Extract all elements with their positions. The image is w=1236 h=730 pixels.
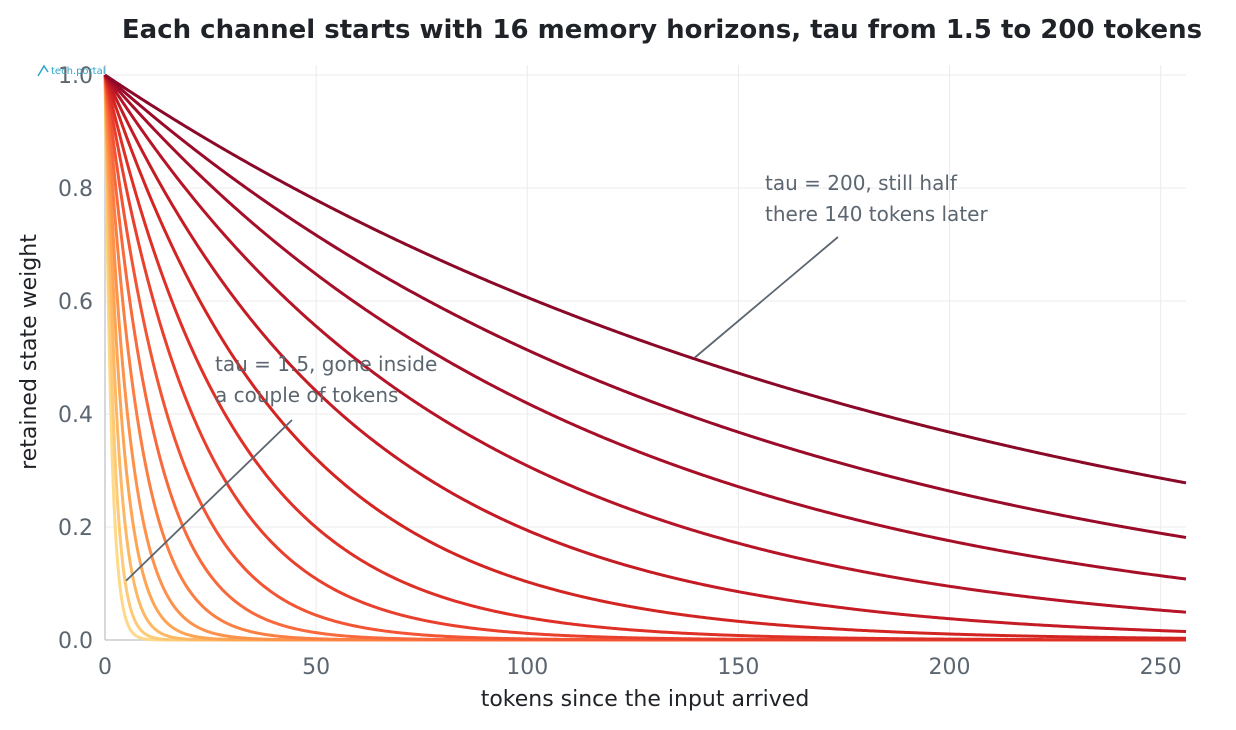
chart-title: Each channel starts with 16 memory horiz…: [122, 15, 1202, 45]
series-lines: [103, 73, 1187, 642]
watermark-text: tech.portal: [51, 66, 106, 77]
x-tick-label: 200: [929, 655, 971, 680]
series-line-tau-200: [104, 73, 1187, 485]
y-tick-label: 0.2: [58, 516, 93, 541]
x-tick-labels: 0 50 100 150 200 250: [98, 655, 1182, 680]
x-tick-label: 0: [98, 655, 112, 680]
series-line-tau-61: [103, 74, 1187, 633]
x-tick-label: 150: [717, 655, 759, 680]
y-tick-label: 0.0: [58, 629, 93, 654]
y-tick-labels: 0.0 0.2 0.4 0.6 0.8 1.0: [58, 64, 93, 654]
series-line-tau-115: [103, 74, 1187, 581]
y-tick-label: 0.4: [58, 403, 93, 428]
annotation-fast-line-1: a couple of tokens: [215, 383, 398, 407]
x-tick-label: 50: [302, 655, 330, 680]
y-tick-label: 0.8: [58, 177, 93, 202]
y-axis-label: retained state weight: [17, 234, 42, 470]
series-line-tau-150: [104, 73, 1187, 539]
x-tick-label: 250: [1140, 655, 1182, 680]
x-axis-label: tokens since the input arrived: [481, 687, 810, 712]
watermark-logo-icon: [37, 64, 49, 77]
x-tick-label: 100: [506, 655, 548, 680]
watermark: tech.portal: [37, 64, 106, 77]
series-line-tau-85: [103, 74, 1187, 614]
annotation-slow-line-1: there 140 tokens later: [765, 202, 988, 226]
annotation-fast-line-0: tau = 1.5, gone inside: [215, 352, 437, 376]
annotation-arrow-slow: [694, 236, 839, 359]
annotation-slow-line-0: tau = 200, still half: [765, 171, 958, 195]
annotation-arrow-fast: [125, 419, 293, 582]
series-line-tau-31: [103, 74, 1186, 642]
annotations: tau = 200, still half there 140 tokens la…: [125, 171, 988, 582]
y-tick-label: 1.0: [58, 64, 93, 89]
y-tick-label: 0.6: [58, 290, 93, 315]
